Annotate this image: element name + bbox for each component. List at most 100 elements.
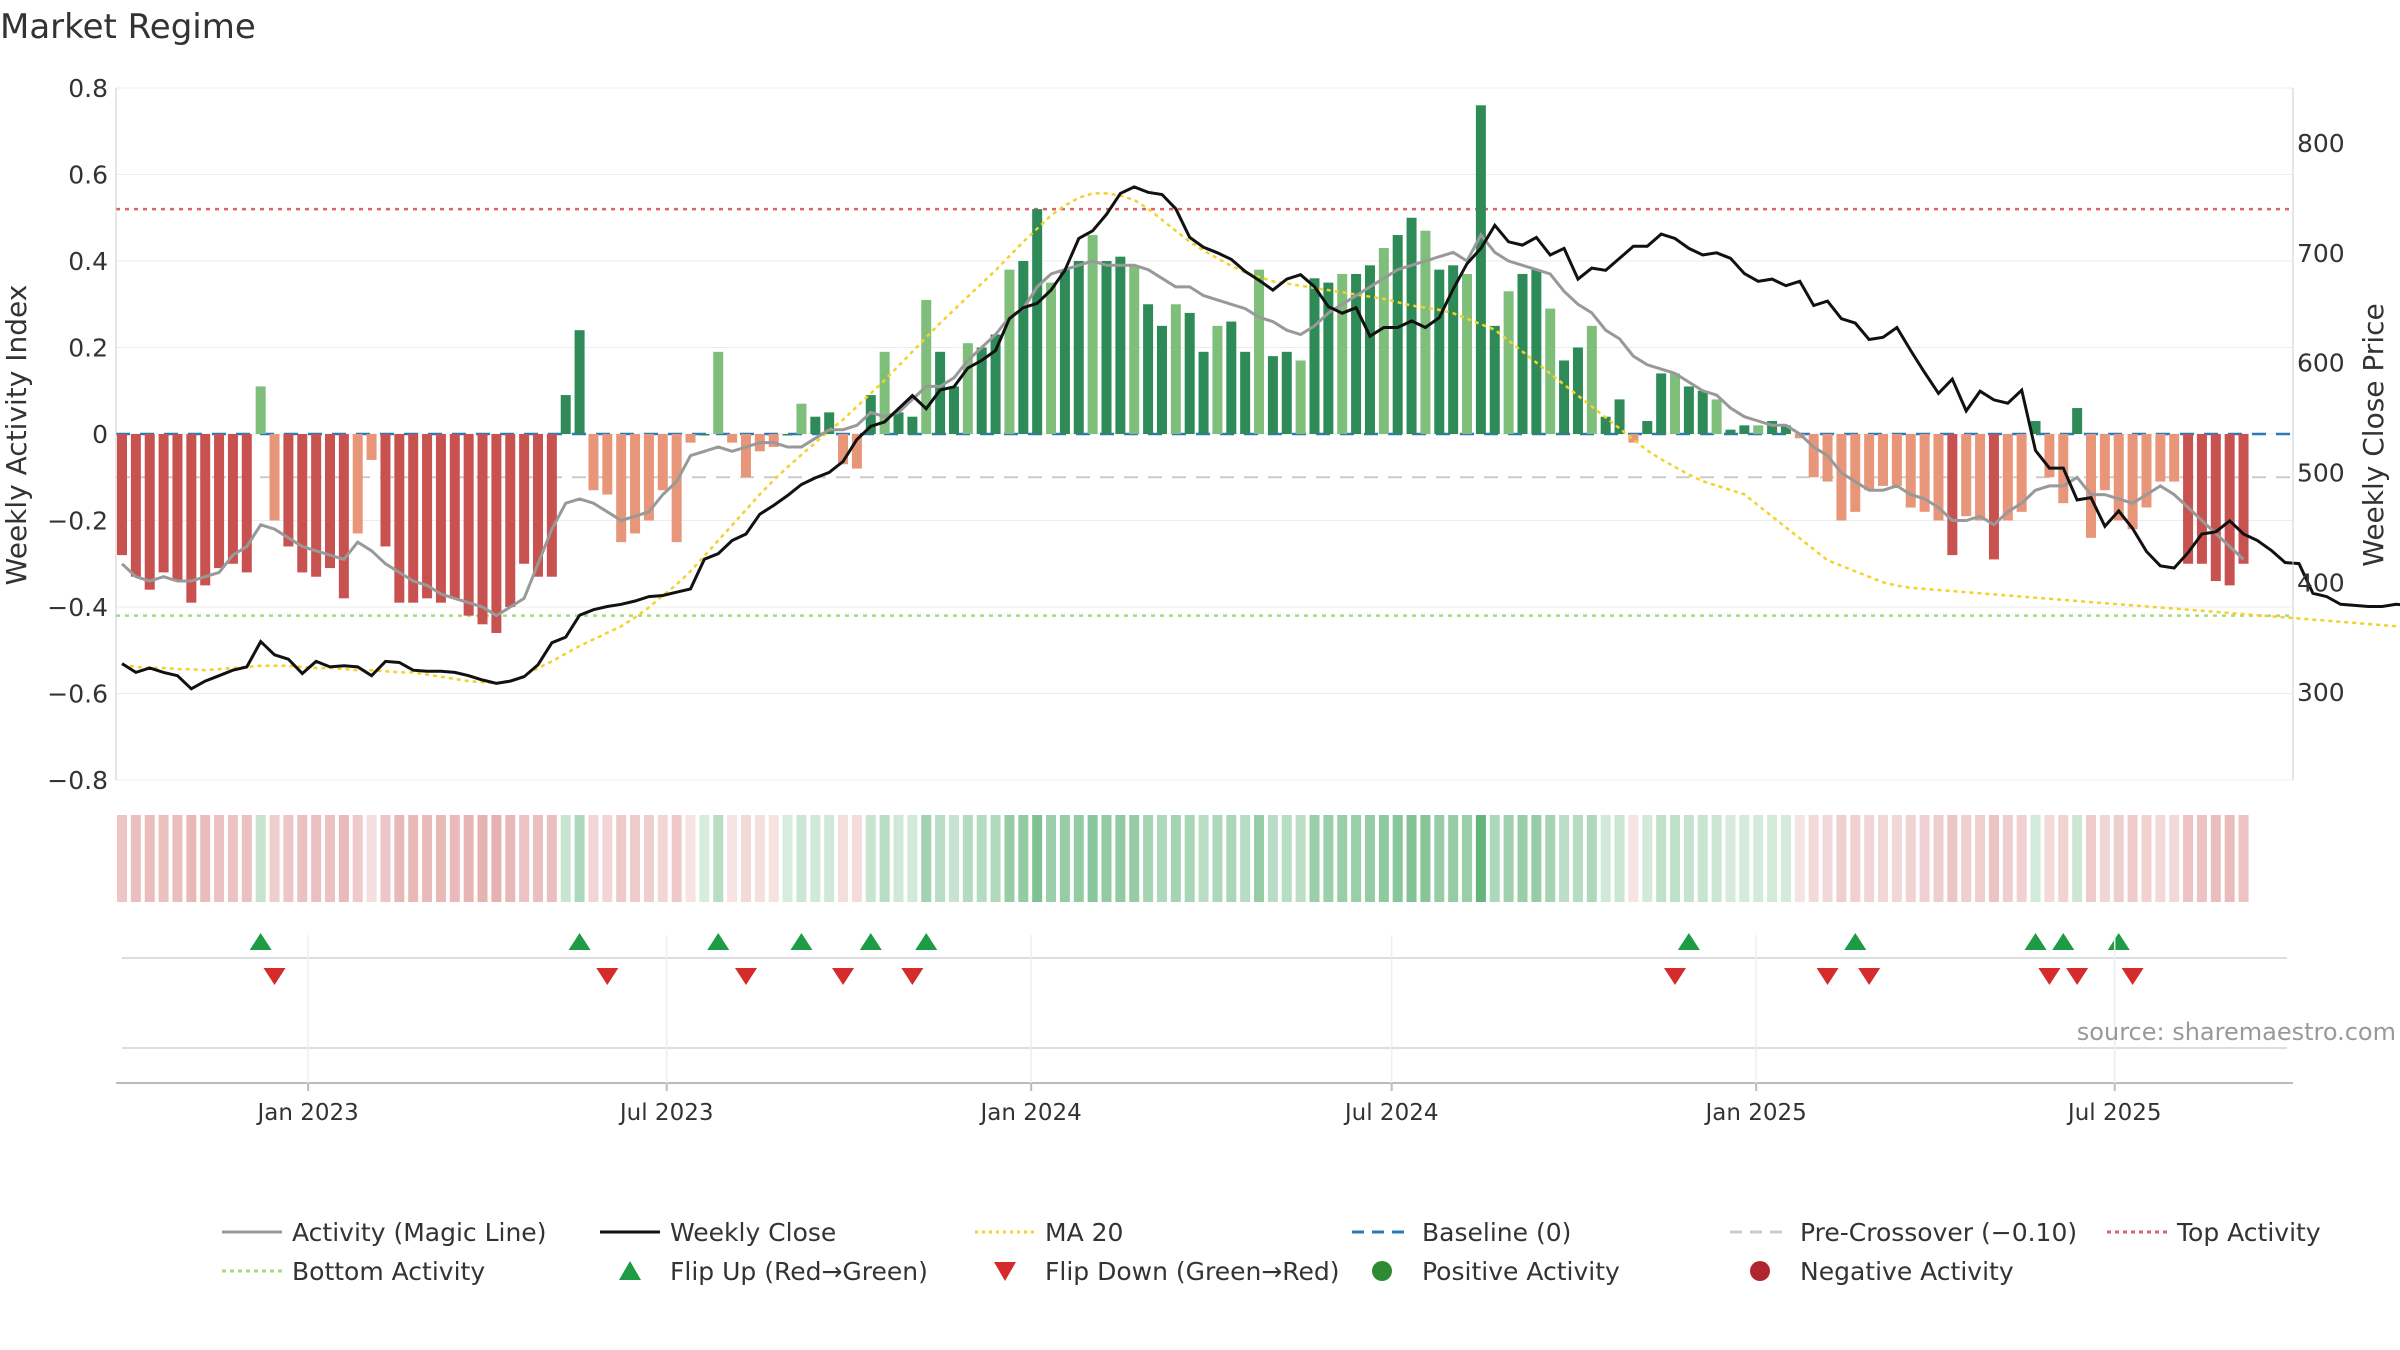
activity-bar <box>435 434 446 603</box>
activity-bar <box>2196 434 2207 564</box>
regime-cell <box>1462 815 1473 902</box>
legend-item: Top Activity <box>2107 1218 2321 1247</box>
regime-cell <box>1559 815 1570 902</box>
regime-cell <box>2141 815 2152 902</box>
y-tick-left: 0.2 <box>68 334 108 363</box>
activity-bar <box>1836 434 1847 521</box>
activity-bar <box>1628 434 1639 443</box>
y-tick-left: −0.2 <box>47 507 108 536</box>
y-tick-right: 700 <box>2297 239 2345 268</box>
regime-cell <box>907 815 918 902</box>
activity-bar <box>851 434 862 469</box>
flip-up-marker <box>249 933 272 950</box>
regime-cell <box>574 815 585 902</box>
regime-cell <box>449 815 460 902</box>
activity-bar <box>172 434 183 582</box>
legend-label: Top Activity <box>2176 1218 2321 1247</box>
regime-cell <box>1351 815 1362 902</box>
activity-bar <box>1129 265 1140 434</box>
regime-cell <box>1933 815 1944 902</box>
regime-cell <box>2155 815 2166 902</box>
regime-cell <box>1295 815 1306 902</box>
regime-cell <box>1642 815 1653 902</box>
regime-cell <box>1808 815 1819 902</box>
flip-up-marker <box>1677 933 1700 950</box>
regime-cell <box>1503 815 1514 902</box>
regime-cell <box>1392 815 1403 902</box>
regime-cell <box>1975 815 1986 902</box>
activity-bar <box>1073 261 1084 434</box>
regime-cell <box>1656 815 1667 902</box>
regime-cell <box>727 815 738 902</box>
regime-cell <box>1406 815 1417 902</box>
activity-bar <box>2113 434 2124 521</box>
regime-cell <box>408 815 419 902</box>
activity-bar <box>935 351 946 434</box>
y-tick-right: 600 <box>2297 349 2345 378</box>
regime-cell <box>657 815 668 902</box>
activity-bar <box>2169 434 2180 482</box>
activity-bar <box>1600 416 1611 434</box>
y-tick-left: −0.8 <box>47 766 108 795</box>
legend-item: Activity (Magic Line) <box>222 1218 546 1247</box>
regime-cell <box>352 815 363 902</box>
activity-bar <box>560 395 571 434</box>
legend-item: Negative Activity <box>1750 1257 2014 1286</box>
flip-up-marker <box>915 933 938 950</box>
legend-item: Flip Up (Red→Green) <box>619 1257 928 1286</box>
regime-cell <box>172 815 183 902</box>
regime-cell <box>324 815 335 902</box>
regime-cell <box>2058 815 2069 902</box>
regime-cell <box>505 815 516 902</box>
activity-bar <box>907 416 918 434</box>
activity-bar <box>990 334 1001 434</box>
activity-bar <box>1878 434 1889 486</box>
activity-bar <box>1725 429 1736 434</box>
regime-cell <box>214 815 225 902</box>
activity-bar <box>1475 105 1486 435</box>
activity-bar <box>1101 261 1112 434</box>
regime-strip <box>117 815 2249 902</box>
regime-cell <box>241 815 252 902</box>
regime-cell <box>1170 815 1181 902</box>
legend-item: MA 20 <box>975 1218 1123 1247</box>
activity-bar <box>144 434 155 590</box>
regime-cell <box>1780 815 1791 902</box>
activity-bar <box>380 434 391 547</box>
activity-bar <box>1683 386 1694 434</box>
activity-bar <box>602 434 613 495</box>
activity-bar <box>2016 434 2027 512</box>
regime-cell <box>1448 815 1459 902</box>
x-tick-label: Jan 2024 <box>979 1100 1082 1126</box>
flip-down-marker <box>734 968 757 985</box>
legend-item: Pre-Crossover (−0.10) <box>1730 1218 2077 1247</box>
regime-cell <box>1309 815 1320 902</box>
legend-item: Positive Activity <box>1372 1257 1620 1286</box>
flip-up-marker <box>859 933 882 950</box>
activity-bar <box>2141 434 2152 508</box>
regime-cell <box>1212 815 1223 902</box>
regime-cell <box>1878 815 1889 902</box>
regime-cell <box>338 815 349 902</box>
activity-bar <box>976 347 987 434</box>
activity-bar <box>1656 373 1667 434</box>
x-tick-label: Jul 2024 <box>1343 1100 1439 1126</box>
legend-swatch-dot <box>1750 1261 1770 1281</box>
activity-bar <box>1364 265 1375 434</box>
y-axis-right-label: Weekly Close Price <box>2357 303 2390 566</box>
flip-markers <box>122 933 2287 1049</box>
regime-cell <box>1683 815 1694 902</box>
activity-bar <box>630 434 641 534</box>
activity-bar <box>117 434 127 556</box>
regime-cell <box>588 815 599 902</box>
regime-cell <box>1434 815 1445 902</box>
activity-bar <box>1156 325 1167 434</box>
regime-cell <box>754 815 765 902</box>
regime-cell <box>838 815 849 902</box>
regime-cell <box>1572 815 1583 902</box>
activity-bar <box>366 434 377 460</box>
activity-bar <box>1434 269 1445 434</box>
activity-bar <box>1933 434 1944 521</box>
regime-cell <box>2210 815 2221 902</box>
regime-cell <box>1711 815 1722 902</box>
